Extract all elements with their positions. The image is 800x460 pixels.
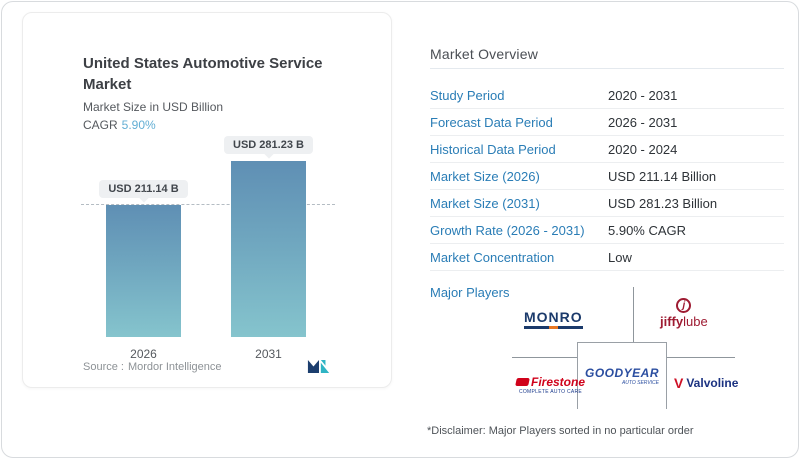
reference-dashed-line	[81, 204, 335, 205]
row-label: Market Size (2031)	[430, 195, 540, 211]
table-row: Market Size (2026) USD 211.14 Billion	[430, 163, 784, 190]
disclaimer-text: *Disclaimer: Major Players sorted in no …	[427, 425, 694, 437]
x-axis-label-2031: 2031	[255, 347, 282, 361]
bar-value-text: USD 281.23 B	[233, 139, 304, 151]
diagram-center-box: GOODYEAR AUTO SERVICE	[577, 342, 667, 409]
chart-cagr-line: CAGR 5.90%	[83, 118, 156, 132]
source-value: Mordor Intelligence	[127, 360, 222, 373]
row-value: 5.90% CAGR	[608, 222, 687, 238]
major-players-label: Major Players	[430, 285, 510, 300]
table-row: Historical Data Period 2020 - 2024	[430, 136, 784, 163]
firestone-logo-text: Firestone	[531, 375, 586, 389]
chart-title: United States Automotive Service Market	[83, 55, 323, 93]
valvoline-logo-text: Valvoline	[686, 376, 739, 390]
goodyear-logo-subtext: AUTO SERVICE	[621, 379, 659, 386]
bar-2031	[231, 161, 306, 337]
chart-card: United States Automotive Service Market …	[22, 12, 392, 388]
bar-value-text: USD 211.14 B	[108, 183, 179, 195]
row-label: Market Concentration	[430, 249, 555, 265]
row-value: 2026 - 2031	[608, 114, 678, 130]
table-row: Forecast Data Period 2026 - 2031	[430, 109, 784, 136]
cagr-label: CAGR	[83, 118, 118, 132]
mordor-intelligence-logo-icon	[307, 360, 330, 373]
row-value: 2020 - 2031	[608, 87, 678, 103]
x-axis-label-2026: 2026	[130, 347, 157, 361]
row-value: 2020 - 2024	[608, 141, 678, 157]
source-text: Source : Mordor Intelligence	[83, 361, 226, 373]
row-value: USD 211.14 Billion	[608, 168, 717, 184]
bar-group-2031: USD 281.23 B	[224, 136, 313, 337]
bar-group-2026: USD 211.14 B	[99, 180, 188, 337]
diagram-horizontal-line-left	[512, 357, 577, 358]
row-label: Market Size (2026)	[430, 168, 540, 184]
bar-value-label-2031: USD 281.23 B	[224, 136, 313, 159]
market-overview-panel: Market Overview Study Period 2020 - 2031…	[412, 2, 792, 457]
row-label: Forecast Data Period	[430, 114, 553, 130]
overview-heading: Market Overview	[430, 46, 539, 62]
jiffy-lube-logo: j jiffylube	[660, 298, 708, 328]
row-value: Low	[608, 249, 632, 265]
table-row: Market Size (2031) USD 281.23 Billion	[430, 190, 784, 217]
firestone-logo: Firestone COMPLETE AUTO CARE	[515, 375, 586, 395]
monro-logo-text: MONRO	[524, 309, 583, 325]
row-label: Study Period	[430, 87, 505, 103]
jiffy-lube-logo-text: jiffylube	[660, 314, 708, 329]
row-label: Historical Data Period	[430, 141, 556, 157]
source-label: Source :	[83, 360, 124, 373]
cagr-value: 5.90%	[121, 118, 156, 132]
row-label: Growth Rate (2026 - 2031)	[430, 222, 585, 238]
firestone-emblem-icon	[515, 378, 530, 386]
firestone-logo-subtext: COMPLETE AUTO CARE	[518, 389, 583, 395]
table-row: Market Concentration Low	[430, 244, 784, 271]
chart-subtitle: Market Size in USD Billion	[83, 100, 224, 114]
source-row: Source : Mordor Intelligence	[83, 358, 331, 375]
bar-2026	[106, 205, 181, 337]
valvoline-logo: V Valvoline	[674, 376, 738, 390]
overview-table: Study Period 2020 - 2031 Forecast Data P…	[430, 82, 784, 271]
diagram-horizontal-line-right	[667, 357, 735, 358]
monro-tagline-strip	[524, 326, 583, 329]
jiffy-lube-circle-icon: j	[676, 298, 692, 313]
table-row: Study Period 2020 - 2031	[430, 82, 784, 109]
goodyear-logo: GOODYEAR AUTO SERVICE	[585, 367, 659, 386]
row-value: USD 281.23 Billion	[608, 195, 718, 211]
table-row: Growth Rate (2026 - 2031) 5.90% CAGR	[430, 217, 784, 244]
valvoline-v-icon: V	[674, 375, 684, 391]
bar-value-label-2026: USD 211.14 B	[99, 180, 188, 203]
monro-logo: MONRO	[524, 310, 583, 329]
goodyear-logo-text: GOODYEAR	[584, 365, 659, 380]
heading-divider	[430, 68, 784, 69]
diagram-vertical-line	[633, 287, 634, 342]
